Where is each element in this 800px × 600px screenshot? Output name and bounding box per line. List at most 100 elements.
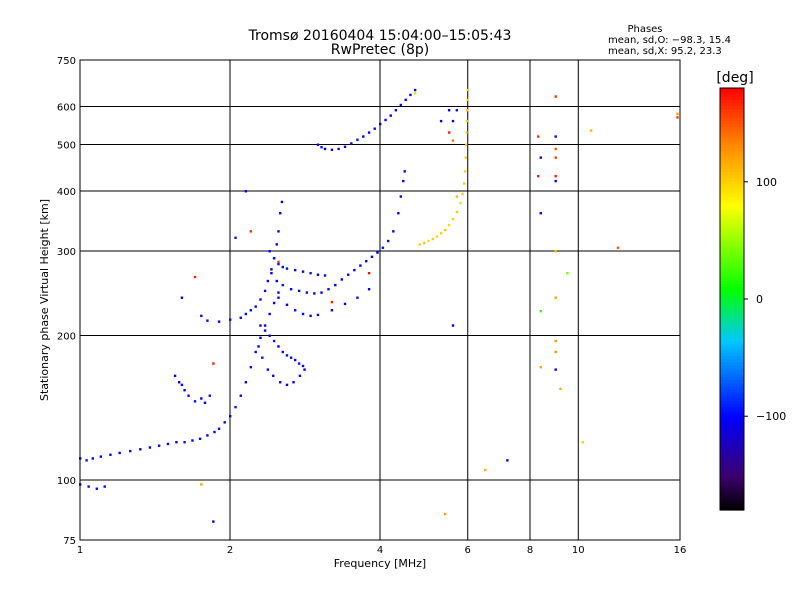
colorbar-segment xyxy=(720,292,744,297)
colorbar-segment xyxy=(720,500,744,505)
data-point xyxy=(399,103,403,107)
data-point xyxy=(554,174,557,178)
data-point xyxy=(217,427,221,430)
data-point xyxy=(289,356,293,359)
data-point xyxy=(272,301,276,305)
colorbar-segment xyxy=(720,157,744,161)
colorbar-segment xyxy=(720,350,744,354)
colorbar-segment xyxy=(720,136,744,140)
colorbar-segment xyxy=(720,202,744,207)
data-point xyxy=(327,288,330,291)
data-point xyxy=(285,354,289,357)
data-point xyxy=(303,368,306,371)
colorbar-segment xyxy=(720,280,744,285)
data-point xyxy=(206,434,209,437)
x-tick-label: 10 xyxy=(572,545,585,556)
data-point xyxy=(249,365,253,369)
colorbar-segment xyxy=(720,196,744,201)
data-point xyxy=(373,127,376,130)
colorbar-segment xyxy=(720,163,744,167)
colorbar-segment xyxy=(720,452,744,457)
data-point xyxy=(301,270,305,273)
colorbar-segment xyxy=(720,320,744,324)
colorbar-segment xyxy=(720,308,744,312)
data-point xyxy=(389,114,392,117)
colorbar-segment xyxy=(720,335,744,339)
data-point xyxy=(365,259,368,263)
y-tick-label: 500 xyxy=(57,141,76,152)
colorbar-segment xyxy=(720,223,744,228)
colorbar-segment xyxy=(720,181,744,186)
data-point xyxy=(316,313,320,317)
data-point xyxy=(376,251,379,254)
data-point xyxy=(413,88,417,92)
data-point xyxy=(293,268,297,272)
colorbar-segment xyxy=(720,431,744,436)
data-point xyxy=(259,324,262,327)
data-point xyxy=(183,389,186,392)
data-point xyxy=(404,98,407,102)
data-point xyxy=(301,312,305,316)
data-point xyxy=(289,288,293,291)
data-point xyxy=(229,414,232,418)
colorbar-segment xyxy=(720,347,744,351)
data-point xyxy=(447,109,451,112)
data-point xyxy=(297,289,301,293)
data-point xyxy=(183,441,186,444)
data-point xyxy=(285,303,289,306)
data-point xyxy=(359,264,362,267)
colorbar-segment xyxy=(720,410,744,415)
data-point xyxy=(109,453,112,456)
data-point xyxy=(451,217,455,221)
colorbar-segment xyxy=(720,220,744,225)
colorbar-segment xyxy=(720,115,744,119)
data-point xyxy=(370,255,374,259)
x-tick-label: 8 xyxy=(527,545,533,556)
data-point xyxy=(266,368,270,371)
colorbar-segment xyxy=(720,404,744,409)
y-tick-label: 75 xyxy=(63,536,76,547)
data-point xyxy=(263,329,267,332)
data-point xyxy=(180,296,184,299)
colorbar-segment xyxy=(720,386,744,391)
data-point xyxy=(554,250,557,253)
colorbar-segment xyxy=(720,175,744,180)
data-point xyxy=(386,239,390,243)
data-point xyxy=(554,147,557,151)
colorbar-segment xyxy=(720,368,744,372)
data-point xyxy=(277,296,280,299)
colorbar-segment xyxy=(720,274,744,279)
data-point xyxy=(254,350,257,354)
colorbar-segment xyxy=(720,341,744,345)
data-point xyxy=(272,257,276,260)
colorbar-segment xyxy=(720,94,744,98)
data-point xyxy=(539,309,542,313)
data-point xyxy=(443,228,447,232)
data-point xyxy=(554,350,557,354)
colorbar-segment xyxy=(720,208,744,213)
data-point xyxy=(451,119,455,123)
colorbar-segment xyxy=(720,214,744,219)
data-point xyxy=(320,146,323,149)
data-point xyxy=(539,156,542,159)
colorbar-segment xyxy=(720,286,744,291)
data-point xyxy=(277,230,280,233)
data-point xyxy=(212,362,215,365)
y-axis-label: Stationary phase Virtual Height [km] xyxy=(38,199,51,401)
colorbar-segment xyxy=(720,455,744,460)
data-point xyxy=(85,459,88,462)
data-point xyxy=(272,374,275,378)
data-point xyxy=(297,362,301,365)
data-point xyxy=(330,300,334,304)
data-point xyxy=(367,288,371,291)
y-tick-label: 300 xyxy=(57,247,76,258)
data-point xyxy=(268,250,271,253)
stats-heading: Phases xyxy=(627,24,662,35)
x-tick-label: 1 xyxy=(77,545,83,556)
colorbar-segment xyxy=(720,244,744,249)
data-point xyxy=(177,381,181,384)
colorbar-segment xyxy=(720,437,744,442)
data-point xyxy=(281,350,284,354)
colorbar-segment xyxy=(720,485,744,490)
data-point xyxy=(139,448,142,451)
